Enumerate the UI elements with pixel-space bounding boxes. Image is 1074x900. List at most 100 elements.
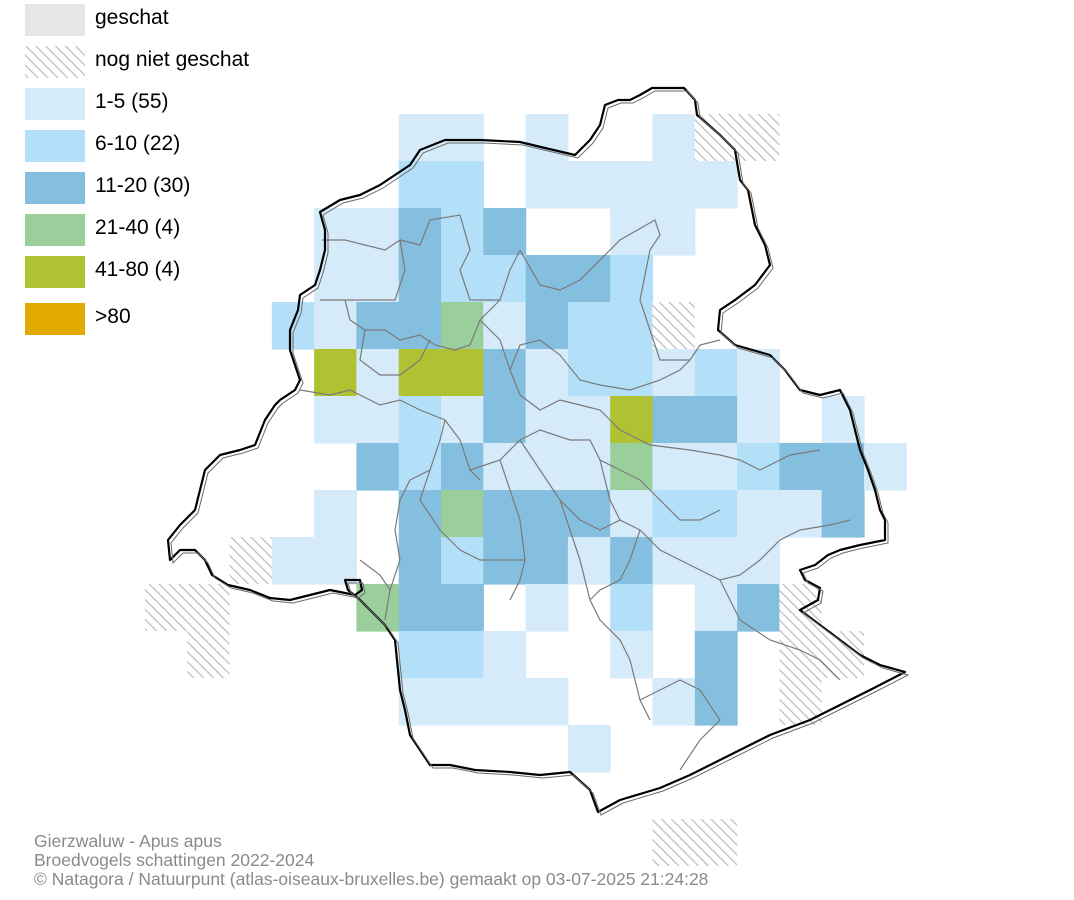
grid-cell: [652, 537, 696, 585]
grid-cell: [567, 490, 611, 538]
grid-cell: [398, 584, 442, 632]
grid-cell: [821, 396, 865, 444]
grid-cell: [652, 161, 696, 209]
grid-cell: [694, 490, 738, 538]
grid-cell: [610, 302, 654, 350]
grid-cell: [567, 255, 611, 303]
unestimated-cells-layer: [144, 114, 864, 866]
grid-cell: [398, 349, 442, 397]
grid-cell: [525, 255, 569, 303]
grid-cell: [398, 255, 442, 303]
grid-cell: [737, 584, 780, 632]
grid-cell: [525, 490, 569, 538]
grid-cell: [821, 490, 865, 538]
grid-cell: [398, 396, 442, 444]
grid-cell: [398, 302, 442, 350]
hatched-cell: [229, 537, 272, 584]
legend-label: 41-80 (4): [95, 258, 181, 281]
grid-cell: [652, 678, 696, 726]
grid-cell: [483, 302, 527, 350]
hatched-cell: [821, 631, 864, 678]
legend-swatch-21-40: [25, 214, 85, 246]
legend-swatch-41-80: [25, 256, 85, 288]
legend-label: 1-5 (55): [95, 90, 169, 113]
grid-cell: [525, 678, 569, 726]
brussels-region-outline-shadow: [170, 90, 910, 816]
hatched-cell: [694, 114, 738, 161]
grid-cell: [567, 161, 611, 209]
hatched-cell: [187, 631, 230, 678]
legend-swatch-11-20: [25, 172, 85, 204]
grid-cell: [314, 255, 357, 303]
grid-cell: [314, 537, 357, 585]
grid-cell: [398, 208, 442, 256]
species-name: Gierzwaluw - Apus apus: [34, 831, 222, 851]
grid-cell: [652, 396, 696, 444]
grid-cell: [694, 161, 738, 209]
grid-cell: [694, 678, 738, 726]
grid-cell: [525, 396, 569, 444]
grid-cell: [652, 114, 696, 162]
grid-cell: [314, 396, 357, 444]
grid-cells-layer: [271, 114, 907, 773]
grid-cell: [525, 443, 569, 491]
grid-cell: [398, 114, 442, 162]
grid-cell: [737, 490, 780, 538]
grid-cell: [567, 349, 611, 397]
hatched-cell: [779, 584, 822, 631]
grid-cell: [441, 631, 484, 679]
legend-swatch-1-5: [25, 88, 85, 120]
grid-cell: [652, 208, 696, 256]
grid-cell: [441, 161, 484, 209]
grid-cell: [483, 678, 527, 726]
grid-cell: [483, 396, 527, 444]
hatched-cell: [779, 631, 822, 678]
grid-cell: [398, 443, 442, 491]
legend-label: 11-20 (30): [95, 174, 191, 197]
grid-cell: [314, 490, 357, 538]
grid-cell: [525, 584, 569, 632]
hatched-cell: [652, 302, 695, 349]
legend-label: >80: [95, 305, 131, 328]
grid-cell: [610, 349, 654, 397]
grid-cell: [441, 490, 484, 538]
grid-cell: [610, 631, 654, 679]
grid-cell: [441, 537, 484, 585]
hatched-cell: [187, 584, 230, 631]
grid-cell: [567, 302, 611, 350]
grid-cell: [441, 678, 484, 726]
grid-cell: [441, 443, 484, 491]
grid-cell: [525, 349, 569, 397]
grid-cell: [694, 537, 738, 585]
grid-cell: [441, 396, 484, 444]
grid-cell: [356, 255, 400, 303]
legend-label: 21-40 (4): [95, 216, 181, 239]
hatched-cell: [737, 114, 780, 161]
grid-cell: [314, 302, 357, 350]
grid-cell: [864, 443, 907, 491]
hatched-cell: [652, 819, 695, 866]
grid-cell: [483, 255, 527, 303]
brussels-region-outline: [166, 86, 907, 814]
legend-label: nog niet geschat: [95, 48, 250, 71]
grid-cell: [694, 396, 738, 444]
grid-cell: [610, 161, 654, 209]
grid-cell: [483, 208, 527, 256]
grid-cell: [610, 443, 654, 491]
grid-cell: [694, 584, 738, 632]
legend-swatch-hatched: [25, 46, 85, 78]
grid-cell: [483, 490, 527, 538]
legend-swatch-estimated: [25, 4, 85, 36]
grid-cell: [483, 631, 527, 679]
grid-cell: [483, 537, 527, 585]
grid-cell: [356, 396, 400, 444]
grid-cell: [525, 537, 569, 585]
grid-cell: [610, 537, 654, 585]
municipality-boundaries: [299, 214, 851, 771]
grid-cell: [694, 443, 738, 491]
grid-cell: [441, 349, 484, 397]
hatched-cell: [144, 584, 188, 631]
grid-cell: [737, 396, 780, 444]
copyright-credit: © Natagora / Natuurpunt (atlas-oiseaux-b…: [34, 869, 709, 889]
